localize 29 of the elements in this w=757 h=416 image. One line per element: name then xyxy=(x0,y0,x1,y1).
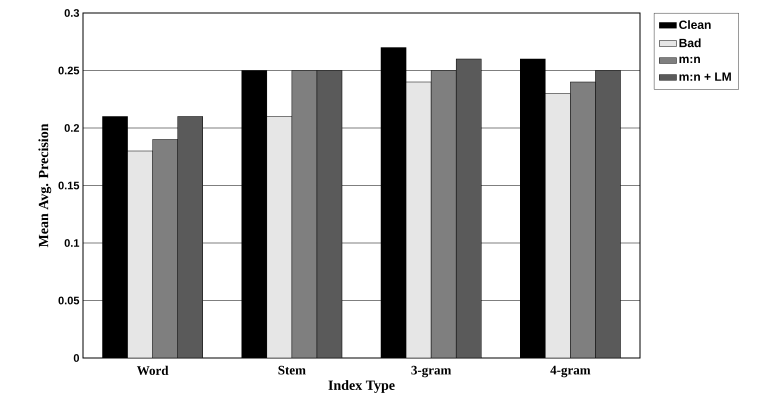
y-tick-label: 0.2 xyxy=(64,124,80,132)
x-tick-label: 4-gram xyxy=(550,366,590,378)
bar xyxy=(456,58,482,358)
bar xyxy=(545,93,571,358)
legend-label: m:n + LM xyxy=(679,72,731,81)
x-tick-label: 3-gram xyxy=(411,366,452,378)
bar xyxy=(430,70,456,358)
bar xyxy=(595,70,621,358)
bar xyxy=(177,116,204,358)
bar xyxy=(406,82,432,358)
y-tick-label: 0 xyxy=(74,354,80,362)
x-tick-label: Stem xyxy=(278,366,306,375)
y-tick-label: 0.15 xyxy=(58,182,80,190)
bar xyxy=(292,70,318,358)
x-axis-title: Index Type xyxy=(328,380,395,393)
bar xyxy=(152,139,178,358)
y-tick-label: 0.1 xyxy=(64,239,80,247)
y-tick-label: 0.05 xyxy=(58,296,80,304)
y-axis-title: Mean Avg. Precision xyxy=(38,124,52,248)
y-tick-label: 0.3 xyxy=(64,9,80,17)
bar xyxy=(266,116,292,358)
bar xyxy=(316,70,342,358)
bar xyxy=(127,150,153,358)
y-tick-label: 0.25 xyxy=(58,66,80,74)
x-tick-label: Word xyxy=(136,366,168,376)
legend-label: m:n xyxy=(679,56,700,64)
legend-label: Clean xyxy=(679,20,711,30)
legend-label: Bad xyxy=(679,38,701,48)
bar xyxy=(570,82,596,358)
